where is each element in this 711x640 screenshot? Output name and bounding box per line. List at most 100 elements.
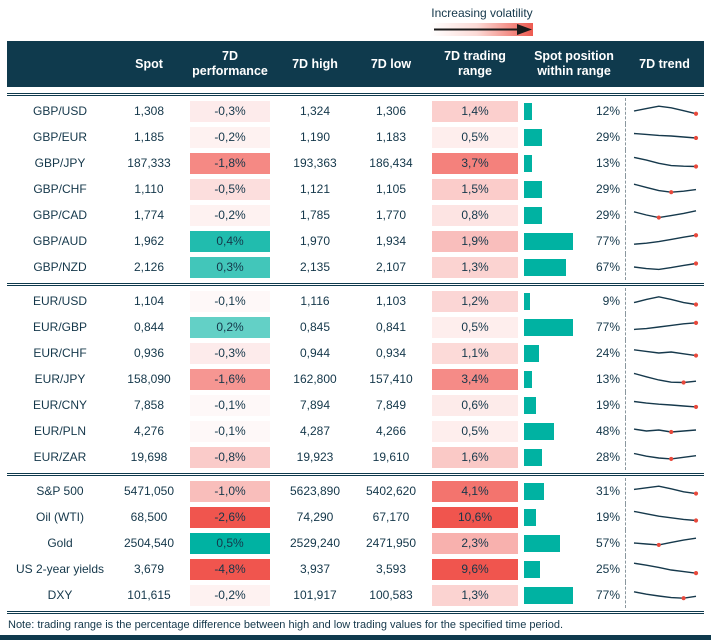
table-row: S&P 500 5471,050 -1,0% 5623,890 5402,620 4,1%…	[7, 478, 704, 504]
spot-value: 2,126	[133, 260, 165, 274]
table-row: GBP/AUD 1,962 0,4% 1,970 1,934 1,9% 77%	[7, 228, 704, 254]
trend-sparkline-svg	[633, 452, 697, 462]
performance-cell: 0,3%	[185, 256, 275, 278]
instrument-label: US 2-year yields	[15, 562, 105, 576]
spot-position-bar	[523, 128, 587, 146]
trading-range-value: 1,1%	[432, 342, 518, 364]
instrument-label: EUR/JPY	[34, 372, 86, 386]
spot-position-bar	[523, 396, 587, 414]
performance-value: 0,4%	[190, 230, 270, 252]
spot-value: 1,185	[133, 130, 165, 144]
trading-range-cell: 1,3%	[427, 584, 523, 606]
trading-range-cell: 10,6%	[427, 506, 523, 528]
low-value: 2,107	[375, 260, 407, 274]
instrument-label: EUR/CNY	[32, 398, 87, 412]
spot-position-bar	[523, 422, 587, 440]
trend-sparkline-svg	[633, 156, 699, 169]
trend-sparkline	[625, 288, 704, 314]
performance-value: -0,1%	[190, 394, 270, 416]
performance-cell: -0,1%	[185, 290, 275, 312]
instrument-label: GBP/USD	[32, 104, 87, 118]
spot-position-bar	[523, 292, 587, 310]
spot-position-bar	[523, 258, 587, 276]
low-value: 67,170	[372, 510, 410, 524]
table-row: GBP/JPY 187,333 -1,8% 193,363 186,434 3,7% 13%	[7, 150, 704, 176]
spot-value: 68,500	[130, 510, 168, 524]
high-value: 1,970	[299, 234, 331, 248]
trend-sparkline-svg	[633, 183, 697, 195]
spot-position-bar	[523, 180, 587, 198]
position-bar-fill	[524, 370, 533, 388]
low-value: 0,934	[375, 346, 407, 360]
performance-cell: -0,1%	[185, 420, 275, 442]
trading-range-cell: 1,2%	[427, 290, 523, 312]
legend-gradient-arrow	[431, 23, 533, 36]
arrow-icon	[434, 24, 532, 35]
trading-range-value: 2,3%	[432, 532, 518, 554]
trend-sparkline	[625, 228, 704, 254]
trend-sparkline	[625, 504, 704, 530]
spot-position-label: 25%	[595, 562, 620, 576]
high-value: 162,800	[293, 372, 337, 386]
spot-position-label: 13%	[595, 372, 620, 386]
table-body: GBP/USD 1,308 -0,3% 1,324 1,306 1,4% 12% GBP/EU…	[7, 93, 704, 611]
instrument-label: S&P 500	[36, 484, 84, 498]
trend-sparkline	[625, 98, 704, 124]
instrument-label: GBP/CAD	[32, 208, 87, 222]
spot-position-label: 19%	[595, 510, 620, 524]
table-row: EUR/CHF 0,936 -0,3% 0,944 0,934 1,1% 24%	[7, 340, 704, 366]
performance-cell: 0,5%	[185, 532, 275, 554]
trend-sparkline-svg	[633, 537, 697, 548]
position-bar-fill	[524, 232, 573, 250]
trend-sparkline-svg	[633, 233, 699, 245]
trading-range-cell: 0,5%	[427, 316, 523, 338]
trend-sparkline	[625, 254, 704, 280]
trading-range-value: 1,2%	[432, 290, 518, 312]
trading-range-cell: 9,6%	[427, 558, 523, 580]
performance-cell: -1,0%	[185, 480, 275, 502]
performance-cell: -0,3%	[185, 342, 275, 364]
position-bar-fill	[524, 396, 536, 414]
spot-position-bar	[523, 154, 587, 172]
table-row: EUR/ZAR 19,698 -0,8% 19,923 19,610 1,6% 28%	[7, 444, 704, 470]
spot-position-bar	[523, 448, 587, 466]
trading-range-cell: 1,3%	[427, 256, 523, 278]
table-row: EUR/GBP 0,844 0,2% 0,845 0,841 0,5% 77%	[7, 314, 704, 340]
table-row: EUR/USD 1,104 -0,1% 1,116 1,103 1,2% 9%	[7, 288, 704, 314]
spot-value: 1,104	[133, 294, 165, 308]
performance-cell: -1,8%	[185, 152, 275, 174]
trading-range-cell: 0,8%	[427, 204, 523, 226]
spot-value: 7,858	[133, 398, 165, 412]
trend-sparkline-svg	[633, 400, 699, 410]
performance-cell: -2,6%	[185, 506, 275, 528]
trend-sparkline-svg	[633, 132, 699, 141]
instrument-label: EUR/ZAR	[33, 450, 87, 464]
volatility-legend: Increasing volatility	[428, 6, 536, 36]
table-row: GBP/USD 1,308 -0,3% 1,324 1,306 1,4% 12%	[7, 98, 704, 124]
table-row: GBP/CAD 1,774 -0,2% 1,785 1,770 0,8% 29%	[7, 202, 704, 228]
low-value: 1,103	[375, 294, 407, 308]
low-value: 2471,950	[365, 536, 417, 550]
performance-value: -0,2%	[190, 584, 270, 606]
spot-value: 5471,050	[123, 484, 175, 498]
table-row: DXY 101,615 -0,2% 101,917 100,583 1,3% 77%	[7, 582, 704, 608]
table-row: GBP/NZD 2,126 0,3% 2,135 2,107 1,3% 67%	[7, 254, 704, 280]
position-bar-fill	[524, 154, 533, 172]
trading-range-value: 1,3%	[432, 256, 518, 278]
trading-range-value: 1,4%	[432, 100, 518, 122]
position-bar-fill	[524, 482, 544, 500]
trend-sparkline	[625, 392, 704, 418]
trend-sparkline	[625, 150, 704, 176]
spot-position-label: 13%	[595, 156, 620, 170]
trend-sparkline-svg	[633, 105, 699, 116]
trend-sparkline	[625, 530, 704, 556]
spot-value: 0,936	[133, 346, 165, 360]
trend-sparkline-svg	[633, 349, 699, 358]
trading-range-value: 1,6%	[432, 446, 518, 468]
instrument-label: EUR/GBP	[32, 320, 87, 334]
trading-range-cell: 1,4%	[427, 100, 523, 122]
trend-sparkline-svg	[633, 320, 699, 331]
performance-cell: -0,2%	[185, 584, 275, 606]
trading-range-value: 0,5%	[432, 126, 518, 148]
spot-position-label: 28%	[595, 450, 620, 464]
